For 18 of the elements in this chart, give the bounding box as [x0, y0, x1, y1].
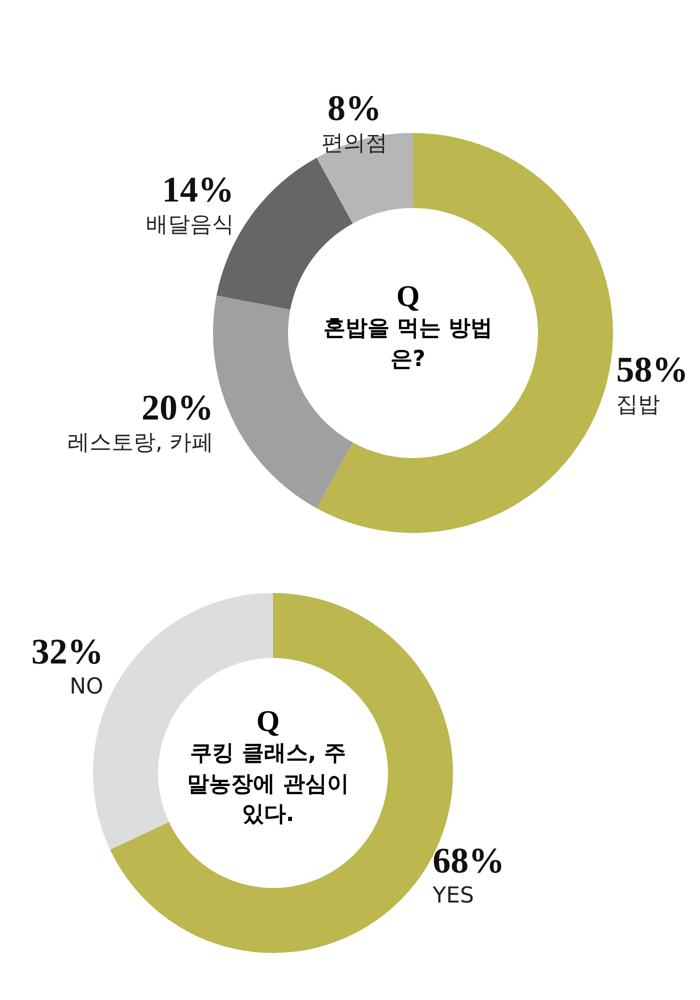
- slice-label: 집밥: [616, 392, 660, 418]
- data-label: 58%: [616, 349, 688, 390]
- slice-label: 레스토랑, 카페: [67, 430, 214, 456]
- data-label: 8%: [328, 88, 382, 128]
- text: Q: [256, 704, 280, 739]
- slice-label: 배달음식: [146, 212, 234, 238]
- slice-label: NO: [70, 674, 104, 700]
- text: 혼밥을 먹는 방법은?: [323, 315, 493, 374]
- data-label: 68%: [432, 840, 505, 880]
- data-label: 32%: [31, 632, 104, 672]
- slice-label: 편의점: [322, 130, 388, 156]
- text: 쿠킹 클래스, 주말농장에 관심이 있다.: [186, 740, 350, 830]
- donut-slice: [316, 133, 613, 533]
- data-label: 20%: [141, 388, 214, 428]
- data-label: 14%: [162, 170, 234, 210]
- donut-slice: [316, 133, 413, 224]
- text: Q: [396, 280, 420, 314]
- slice-label: YES: [432, 883, 474, 908]
